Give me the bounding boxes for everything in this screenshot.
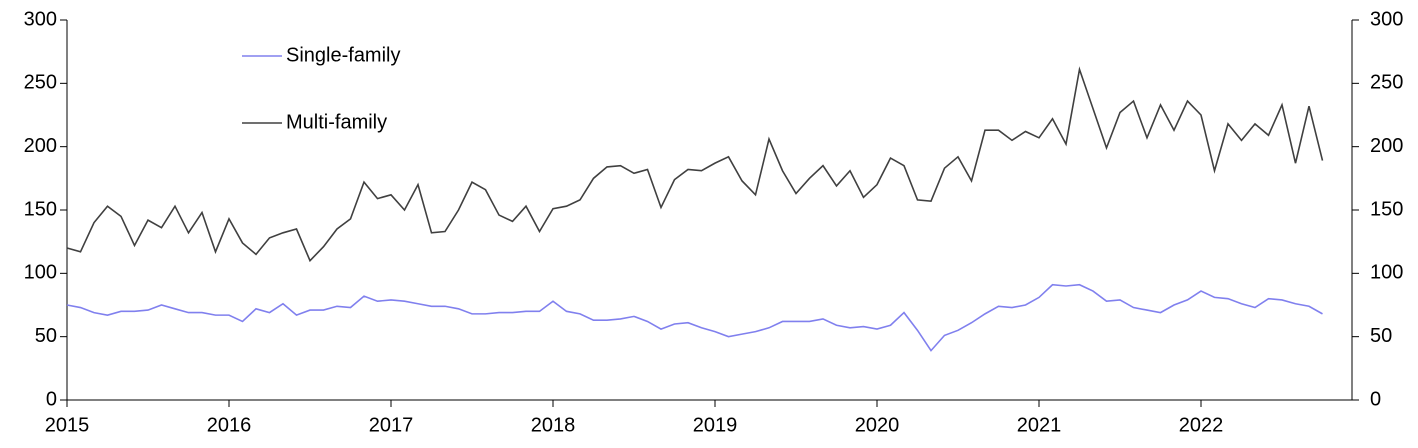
y2-tick-label: 50	[1370, 325, 1392, 347]
y-tick-label: 200	[24, 135, 57, 157]
x-tick-label: 2017	[369, 414, 414, 436]
y-tick-label: 150	[24, 198, 57, 220]
y2-tick-label: 150	[1370, 198, 1403, 220]
y-tick-label: 300	[24, 8, 57, 30]
series-line	[66, 66, 1324, 263]
legend-label: Single-family	[286, 44, 400, 66]
y2-tick-label: 250	[1370, 72, 1403, 94]
x-tick-label: 2018	[531, 414, 576, 436]
y2-tick-label: 300	[1370, 8, 1403, 30]
x-tick-label: 2019	[693, 414, 738, 436]
series-line	[66, 283, 1323, 352]
legend-label: Multi-family	[286, 111, 387, 133]
y2-tick-label: 200	[1370, 135, 1403, 157]
x-tick-label: 2020	[855, 414, 900, 436]
x-tick-label: 2016	[207, 414, 252, 436]
x-tick-label: 2021	[1017, 414, 1062, 436]
y2-tick-label: 0	[1370, 388, 1381, 410]
y-tick-label: 0	[46, 388, 57, 410]
y-tick-label: 100	[24, 262, 57, 284]
y-tick-label: 50	[35, 325, 57, 347]
x-tick-label: 2015	[45, 414, 90, 436]
y2-tick-label: 100	[1370, 262, 1403, 284]
x-tick-label: 2022	[1179, 414, 1224, 436]
y-tick-label: 250	[24, 72, 57, 94]
